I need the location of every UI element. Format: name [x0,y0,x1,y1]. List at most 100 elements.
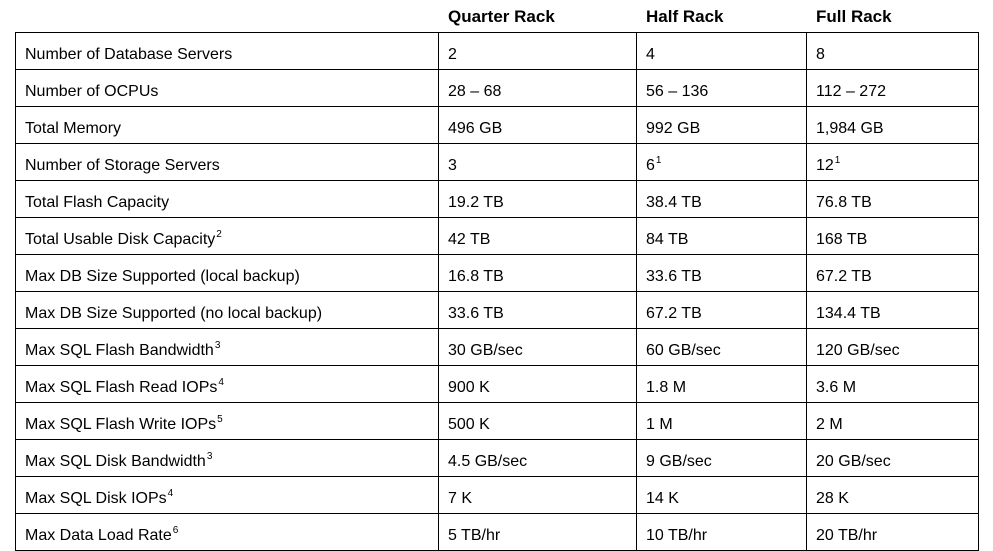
value-cell-half-rack: 84 TB [636,217,807,255]
cell-value: 16.8 TB [448,268,504,285]
table-row: Max DB Size Supported (local backup) 16.8… [15,254,979,292]
row-label-cell: Number of Database Servers [15,32,439,70]
cell-value: 2 [448,46,457,63]
row-label: Max SQL Flash Read IOPs [25,379,218,396]
cell-value: 168 TB [816,231,868,248]
value-cell-half-rack: 33.6 TB [636,254,807,292]
value-cell-half-rack: 61 [636,143,807,181]
value-cell-full-rack: 76.8 TB [806,180,979,218]
table-row: Number of OCPUs 28 – 68 56 – 136 112 – 272 [15,69,979,107]
cell-value: 3.6 M [816,379,857,396]
table-row: Max SQL Disk IOPs4 7 K 14 K 28 K [15,476,979,514]
value-cell-quarter-rack: 496 GB [438,106,637,144]
value-cell-full-rack: 168 TB [806,217,979,255]
value-cell-full-rack: 134.4 TB [806,291,979,329]
footnote-marker: 5 [217,414,223,425]
cell-value: 84 TB [646,231,689,248]
cell-value: 1 M [646,416,673,433]
value-cell-quarter-rack: 900 K [438,365,637,403]
row-label-cell: Max Data Load Rate6 [15,513,439,551]
value-cell-full-rack: 3.6 M [806,365,979,403]
value-cell-full-rack: 112 – 272 [806,69,979,107]
column-header-half-rack: Half Rack [646,7,724,26]
row-label: Max SQL Flash Write IOPs [25,416,217,433]
cell-value: 134.4 TB [816,305,881,322]
row-label: Max DB Size Supported (no local backup) [25,305,323,322]
cell-value: 14 K [646,490,679,507]
row-label-cell: Total Memory [15,106,439,144]
row-label-cell: Max SQL Flash Bandwidth3 [15,328,439,366]
cell-value: 67.2 TB [646,305,702,322]
value-cell-full-rack: 2 M [806,402,979,440]
column-header-full-rack: Full Rack [816,7,892,26]
value-cell-quarter-rack: 2 [438,32,637,70]
row-label: Number of Database Servers [25,46,233,63]
row-label: Number of OCPUs [25,83,159,100]
table-row: Total Flash Capacity 19.2 TB 38.4 TB 76.8 T… [15,180,979,218]
row-label-cell: Number of OCPUs [15,69,439,107]
value-cell-quarter-rack: 33.6 TB [438,291,637,329]
table-row: Max DB Size Supported (no local backup) 3… [15,291,979,329]
row-label: Total Memory [25,120,122,137]
cell-value: 20 TB/hr [816,527,878,544]
table-row: Max SQL Disk Bandwidth3 4.5 GB/sec 9 GB/se… [15,439,979,477]
cell-value: 900 K [448,379,490,396]
cell-value: 112 – 272 [816,83,886,100]
cell-value: 12 [816,157,834,174]
value-cell-quarter-rack: 5 TB/hr [438,513,637,551]
value-cell-half-rack: 67.2 TB [636,291,807,329]
value-cell-half-rack: 14 K [636,476,807,514]
cell-value: 42 TB [448,231,491,248]
footnote-marker: 1 [655,155,662,166]
value-cell-quarter-rack: 28 – 68 [438,69,637,107]
cell-value: 76.8 TB [816,194,872,211]
value-cell-quarter-rack: 4.5 GB/sec [438,439,637,477]
value-cell-half-rack: 4 [636,32,807,70]
footnote-marker: 6 [172,525,179,536]
value-cell-half-rack: 1 M [636,402,807,440]
cell-value: 4.5 GB/sec [448,453,528,470]
cell-value: 8 [816,46,825,63]
cell-value: 28 K [816,490,849,507]
value-cell-full-rack: 120 GB/sec [806,328,979,366]
footnote-marker: 4 [218,377,224,388]
cell-value: 28 – 68 [448,83,502,100]
value-cell-full-rack: 28 K [806,476,979,514]
cell-value: 496 GB [448,120,503,137]
value-cell-quarter-rack: 7 K [438,476,637,514]
value-cell-quarter-rack: 500 K [438,402,637,440]
cell-value: 10 TB/hr [646,527,708,544]
row-label-cell: Max SQL Flash Write IOPs5 [15,402,439,440]
row-label: Max Data Load Rate [25,527,172,544]
row-label-cell: Max DB Size Supported (local backup) [15,254,439,292]
value-cell-half-rack: 10 TB/hr [636,513,807,551]
value-cell-full-rack: 20 TB/hr [806,513,979,551]
cell-value: 1,984 GB [816,120,884,137]
row-label: Max SQL Flash Bandwidth [25,342,214,359]
row-label: Max DB Size Supported (local backup) [25,268,300,285]
cell-value: 500 K [448,416,490,433]
footnote-marker: 3 [206,451,213,462]
value-cell-half-rack: 992 GB [636,106,807,144]
value-cell-full-rack: 121 [806,143,979,181]
row-label-cell: Max DB Size Supported (no local backup) [15,291,439,329]
footnote-marker: 3 [214,340,221,351]
value-cell-half-rack: 9 GB/sec [636,439,807,477]
table-row: Total Usable Disk Capacity2 42 TB 84 TB 168… [15,217,979,255]
row-label-cell: Total Usable Disk Capacity2 [15,217,439,255]
row-label: Total Flash Capacity [25,194,170,211]
table-row: Number of Database Servers 2 4 8 [15,32,979,70]
cell-value: 33.6 TB [646,268,702,285]
value-cell-half-rack: 1.8 M [636,365,807,403]
table-row: Max Data Load Rate6 5 TB/hr 10 TB/hr 20 TB/… [15,513,979,551]
value-cell-full-rack: 20 GB/sec [806,439,979,477]
cell-value: 992 GB [646,120,701,137]
value-cell-full-rack: 1,984 GB [806,106,979,144]
cell-value: 3 [448,157,457,174]
cell-value: 20 GB/sec [816,453,891,470]
cell-value: 1.8 M [646,379,687,396]
value-cell-full-rack: 8 [806,32,979,70]
value-cell-half-rack: 38.4 TB [636,180,807,218]
cell-value: 30 GB/sec [448,342,523,359]
